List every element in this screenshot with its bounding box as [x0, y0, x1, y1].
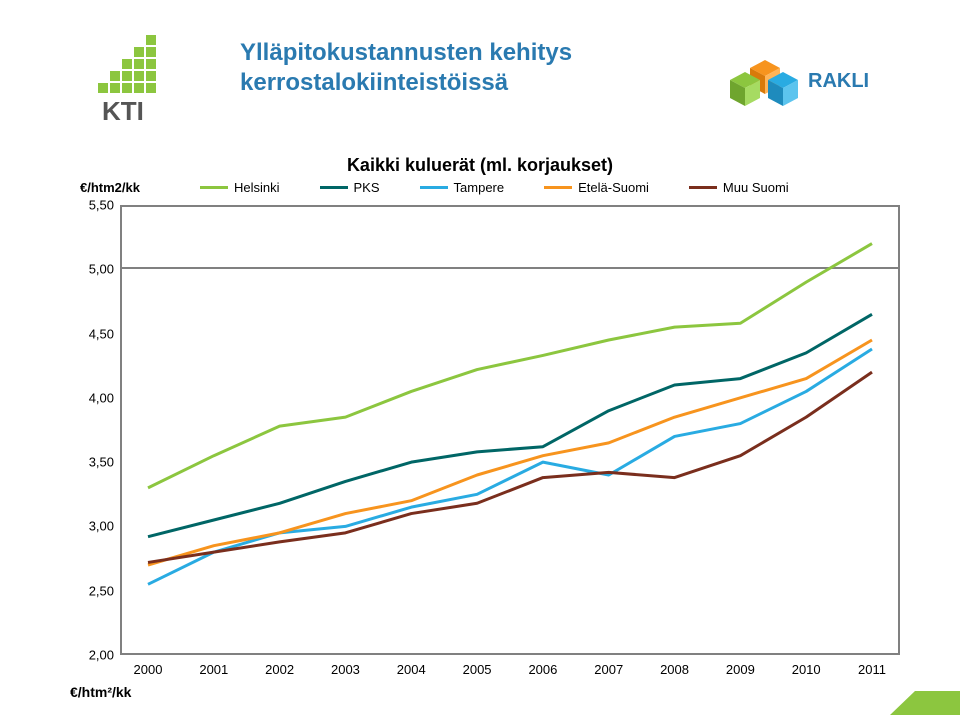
chart-subtitle: Kaikki kuluerät (ml. korjaukset)	[0, 155, 960, 176]
rakli-logo-text: RAKLI	[808, 70, 869, 92]
title-line-2: kerrostalokiinteistöissä	[240, 68, 572, 98]
series-line	[148, 244, 872, 488]
kti-logo: KTI	[90, 30, 200, 130]
legend-swatch	[320, 186, 348, 189]
legend-item: Helsinki	[200, 180, 280, 195]
x-tick-label: 2011	[858, 662, 886, 677]
y-tick-label: 3,00	[70, 519, 114, 534]
kti-logo-svg: KTI	[90, 30, 200, 125]
legend-item: Etelä-Suomi	[544, 180, 649, 195]
legend-swatch	[200, 186, 228, 189]
footer-unit-label: €/htm²/kk	[70, 684, 131, 700]
title-line-1: Ylläpitokustannusten kehitys	[240, 38, 572, 68]
y-tick-label: 5,50	[70, 198, 114, 213]
rakli-logo-svg: RAKLI	[720, 45, 900, 115]
x-tick-label: 2001	[199, 662, 228, 677]
chart-lines	[120, 205, 900, 655]
legend-swatch	[689, 186, 717, 189]
line-chart: 2,002,503,003,504,004,505,005,5020002001…	[120, 205, 900, 655]
x-tick-label: 2004	[397, 662, 426, 677]
kti-logo-text: KTI	[102, 96, 144, 125]
x-tick-label: 2005	[463, 662, 492, 677]
y-tick-label: 2,50	[70, 583, 114, 598]
y-tick-label: 4,00	[70, 390, 114, 405]
legend-label: Helsinki	[234, 180, 280, 195]
x-tick-label: 2007	[594, 662, 623, 677]
legend-label: Tampere	[454, 180, 505, 195]
x-tick-label: 2008	[660, 662, 689, 677]
x-tick-label: 2010	[792, 662, 821, 677]
x-tick-label: 2002	[265, 662, 294, 677]
header: KTI RAKLI Ylläpitokustannusten kehitys k…	[0, 20, 960, 140]
chart-title: Ylläpitokustannusten kehitys kerrostalok…	[240, 38, 572, 98]
x-tick-label: 2009	[726, 662, 755, 677]
legend-swatch	[420, 186, 448, 189]
corner-accent	[890, 691, 960, 720]
legend-item: Muu Suomi	[689, 180, 789, 195]
series-line	[148, 314, 872, 536]
legend-label: Muu Suomi	[723, 180, 789, 195]
x-tick-label: 2003	[331, 662, 360, 677]
rakli-logo: RAKLI	[720, 45, 900, 120]
series-line	[148, 372, 872, 562]
x-tick-label: 2000	[134, 662, 163, 677]
legend-label: Etelä-Suomi	[578, 180, 649, 195]
y-tick-label: 5,00	[70, 262, 114, 277]
legend-item: PKS	[320, 180, 380, 195]
y-tick-label: 3,50	[70, 455, 114, 470]
y-tick-label: 4,50	[70, 326, 114, 341]
x-tick-label: 2006	[528, 662, 557, 677]
y-tick-label: 2,00	[70, 648, 114, 663]
legend: Helsinki PKS Tampere Etelä-Suomi Muu Suomi	[200, 180, 789, 195]
legend-swatch	[544, 186, 572, 189]
series-line	[148, 340, 872, 565]
legend-item: Tampere	[420, 180, 505, 195]
y-axis-unit-label: €/htm2/kk	[80, 180, 140, 195]
legend-label: PKS	[354, 180, 380, 195]
